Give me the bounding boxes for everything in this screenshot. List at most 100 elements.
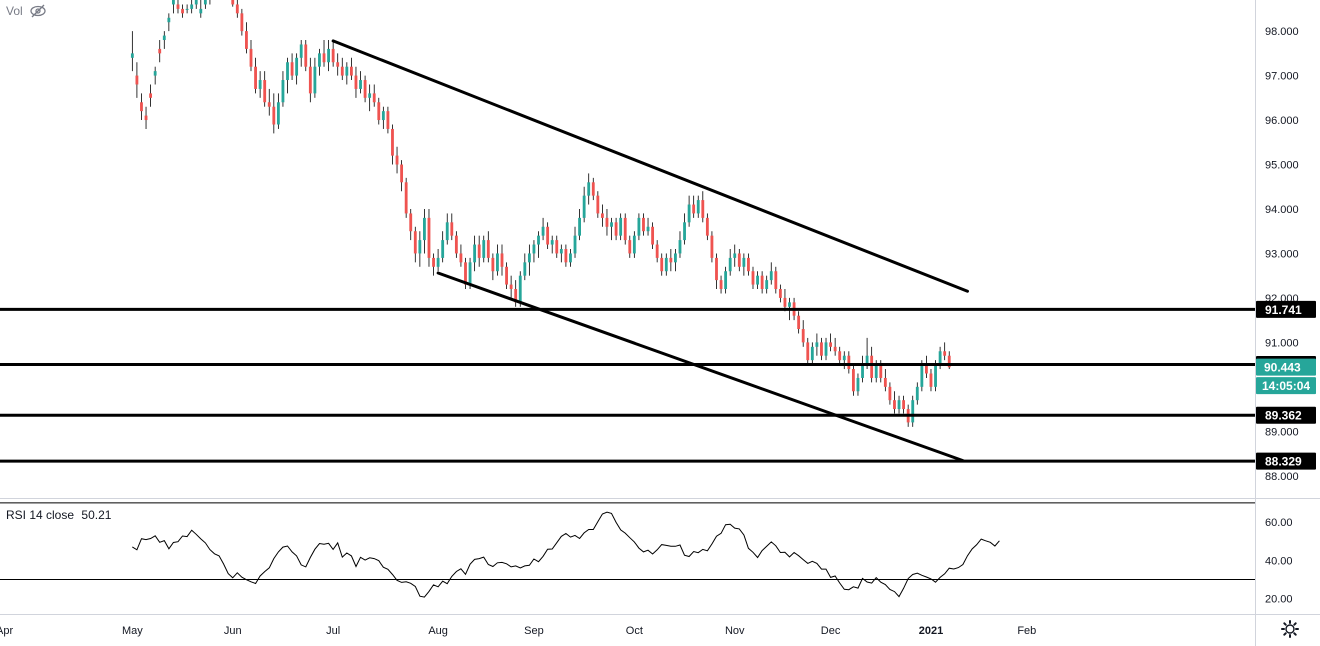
candle[interactable] [295, 53, 299, 85]
candle[interactable] [806, 337, 810, 365]
candle[interactable] [313, 57, 317, 98]
candle[interactable] [404, 177, 408, 218]
eye-crossed-icon[interactable] [29, 4, 47, 18]
candle[interactable] [769, 262, 773, 285]
candle[interactable] [655, 240, 659, 263]
candle[interactable] [400, 160, 404, 192]
candle[interactable] [363, 75, 367, 103]
candle[interactable] [642, 213, 645, 236]
candle[interactable] [838, 346, 842, 365]
candle[interactable] [573, 226, 577, 258]
candle[interactable] [619, 213, 623, 241]
candle[interactable] [386, 106, 390, 134]
candle[interactable] [135, 62, 139, 98]
candle[interactable] [810, 342, 814, 365]
candle[interactable] [683, 213, 686, 245]
candle[interactable] [669, 249, 673, 272]
rsi-axis[interactable]: 20.00 40.00 60.00 [1265, 517, 1293, 606]
candle[interactable] [149, 84, 153, 107]
trend-lines[interactable] [331, 39, 969, 463]
candle[interactable] [724, 266, 728, 294]
candle[interactable] [523, 253, 527, 281]
candle[interactable] [281, 71, 285, 107]
candle[interactable] [336, 53, 340, 76]
candle[interactable] [737, 249, 741, 272]
candle[interactable] [249, 40, 253, 72]
candle[interactable] [893, 391, 896, 414]
candlestick-series[interactable] [130, 0, 951, 427]
candle[interactable] [167, 13, 171, 32]
candle[interactable] [646, 217, 650, 236]
candle[interactable] [331, 40, 335, 67]
candle[interactable] [778, 284, 782, 303]
candle[interactable] [728, 249, 732, 276]
candle[interactable] [491, 253, 495, 281]
candle[interactable] [267, 88, 271, 116]
candle[interactable] [345, 62, 349, 85]
candle[interactable] [897, 395, 901, 414]
candle[interactable] [842, 351, 846, 370]
candle[interactable] [486, 231, 490, 263]
candle[interactable] [286, 57, 289, 94]
candle[interactable] [427, 208, 431, 267]
candle[interactable] [327, 40, 330, 72]
candle[interactable] [582, 186, 586, 223]
candle[interactable] [299, 40, 303, 67]
candle[interactable] [925, 355, 928, 378]
upper-channel-line[interactable] [331, 39, 969, 293]
candle[interactable] [815, 333, 819, 356]
candle[interactable] [751, 266, 755, 290]
candle[interactable] [473, 235, 477, 272]
candle[interactable] [537, 231, 540, 258]
candle[interactable] [883, 369, 887, 392]
candle[interactable] [162, 31, 166, 49]
candle[interactable] [555, 235, 559, 258]
candle[interactable] [742, 253, 746, 276]
candle[interactable] [829, 333, 832, 352]
candle[interactable] [418, 231, 422, 267]
candle[interactable] [637, 213, 641, 241]
candle[interactable] [318, 48, 321, 76]
candle[interactable] [765, 275, 769, 294]
candle[interactable] [500, 244, 504, 276]
candle[interactable] [628, 235, 632, 258]
candle[interactable] [395, 146, 399, 174]
candle[interactable] [550, 235, 554, 254]
candle[interactable] [505, 262, 508, 290]
candle[interactable] [541, 217, 545, 241]
candle[interactable] [349, 57, 353, 81]
candle[interactable] [559, 244, 563, 263]
candle[interactable] [546, 222, 550, 249]
candle[interactable] [272, 93, 276, 134]
candle[interactable] [705, 213, 709, 241]
candle[interactable] [715, 253, 718, 290]
candle[interactable] [632, 231, 636, 258]
candle[interactable] [651, 222, 655, 249]
candle[interactable] [692, 195, 696, 218]
candle[interactable] [413, 226, 417, 263]
candle[interactable] [614, 217, 618, 241]
candle[interactable] [235, 0, 239, 18]
candle[interactable] [596, 191, 600, 218]
candle[interactable] [450, 213, 454, 241]
horizontal-levels[interactable] [0, 307, 1255, 463]
candle[interactable] [372, 84, 376, 107]
candle[interactable] [304, 40, 308, 72]
candle[interactable] [861, 355, 864, 383]
candle[interactable] [591, 177, 595, 201]
candle[interactable] [153, 66, 157, 85]
candle[interactable] [391, 124, 394, 165]
candle[interactable] [929, 369, 933, 392]
candle[interactable] [432, 253, 435, 276]
candle[interactable] [756, 271, 759, 290]
candle[interactable] [441, 231, 445, 263]
candle[interactable] [888, 382, 892, 405]
candle[interactable] [564, 244, 568, 267]
candle[interactable] [532, 240, 536, 263]
candle[interactable] [245, 22, 248, 54]
candle[interactable] [701, 191, 705, 223]
candle[interactable] [943, 342, 947, 361]
candle[interactable] [276, 93, 280, 129]
candle[interactable] [240, 8, 244, 36]
candle[interactable] [509, 275, 513, 298]
